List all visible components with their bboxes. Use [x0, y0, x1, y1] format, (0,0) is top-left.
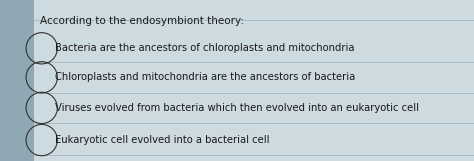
Text: Chloroplasts and mitochondria are the ancestors of bacteria: Chloroplasts and mitochondria are the an…	[55, 72, 355, 82]
Text: According to the endosymbiont theory:: According to the endosymbiont theory:	[40, 16, 244, 26]
Text: Bacteria are the ancestors of chloroplasts and mitochondria: Bacteria are the ancestors of chloroplas…	[55, 43, 354, 53]
Text: Viruses evolved from bacteria which then evolved into an eukaryotic cell: Viruses evolved from bacteria which then…	[55, 103, 419, 113]
Text: Eukaryotic cell evolved into a bacterial cell: Eukaryotic cell evolved into a bacterial…	[55, 135, 269, 145]
